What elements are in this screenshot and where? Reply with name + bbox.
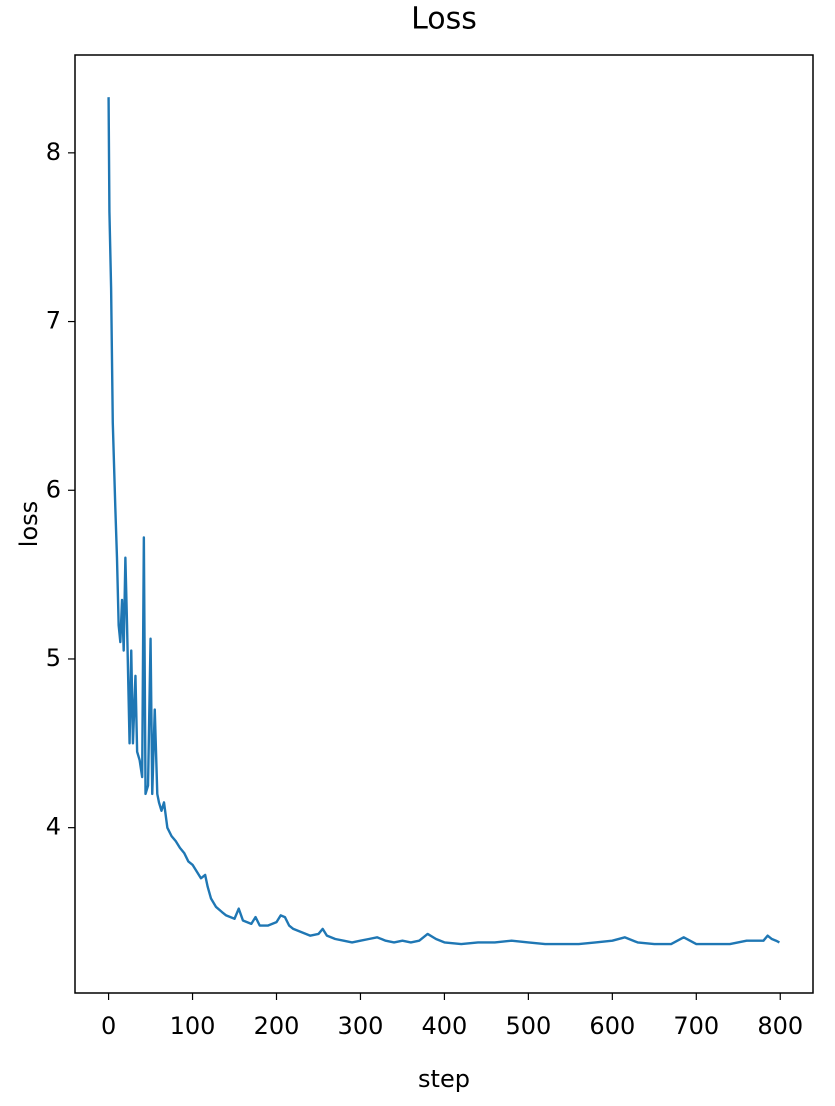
x-tick-label: 100 [170, 1012, 216, 1040]
line-series [107, 97, 780, 946]
y-tick-label: 5 [46, 644, 61, 672]
x-tick-label: 300 [338, 1012, 384, 1040]
y-tick-label: 8 [46, 138, 61, 166]
x-tick-label: 500 [505, 1012, 551, 1040]
y-tick-label: 4 [46, 813, 61, 841]
y-tick-label: 6 [46, 475, 61, 503]
chart-title: Loss [411, 2, 477, 37]
x-axis-label: step [418, 1065, 470, 1093]
x-tick-label: 600 [589, 1012, 635, 1040]
plot-frame [74, 54, 814, 994]
y-tick-label: 7 [46, 307, 61, 335]
y-axis-label: loss [15, 501, 43, 547]
x-tick-label: 700 [673, 1012, 719, 1040]
x-tick-label: 800 [757, 1012, 803, 1040]
x-tick-label: 200 [254, 1012, 300, 1040]
x-tick-label: 0 [101, 1012, 116, 1040]
x-tick-label: 400 [422, 1012, 468, 1040]
